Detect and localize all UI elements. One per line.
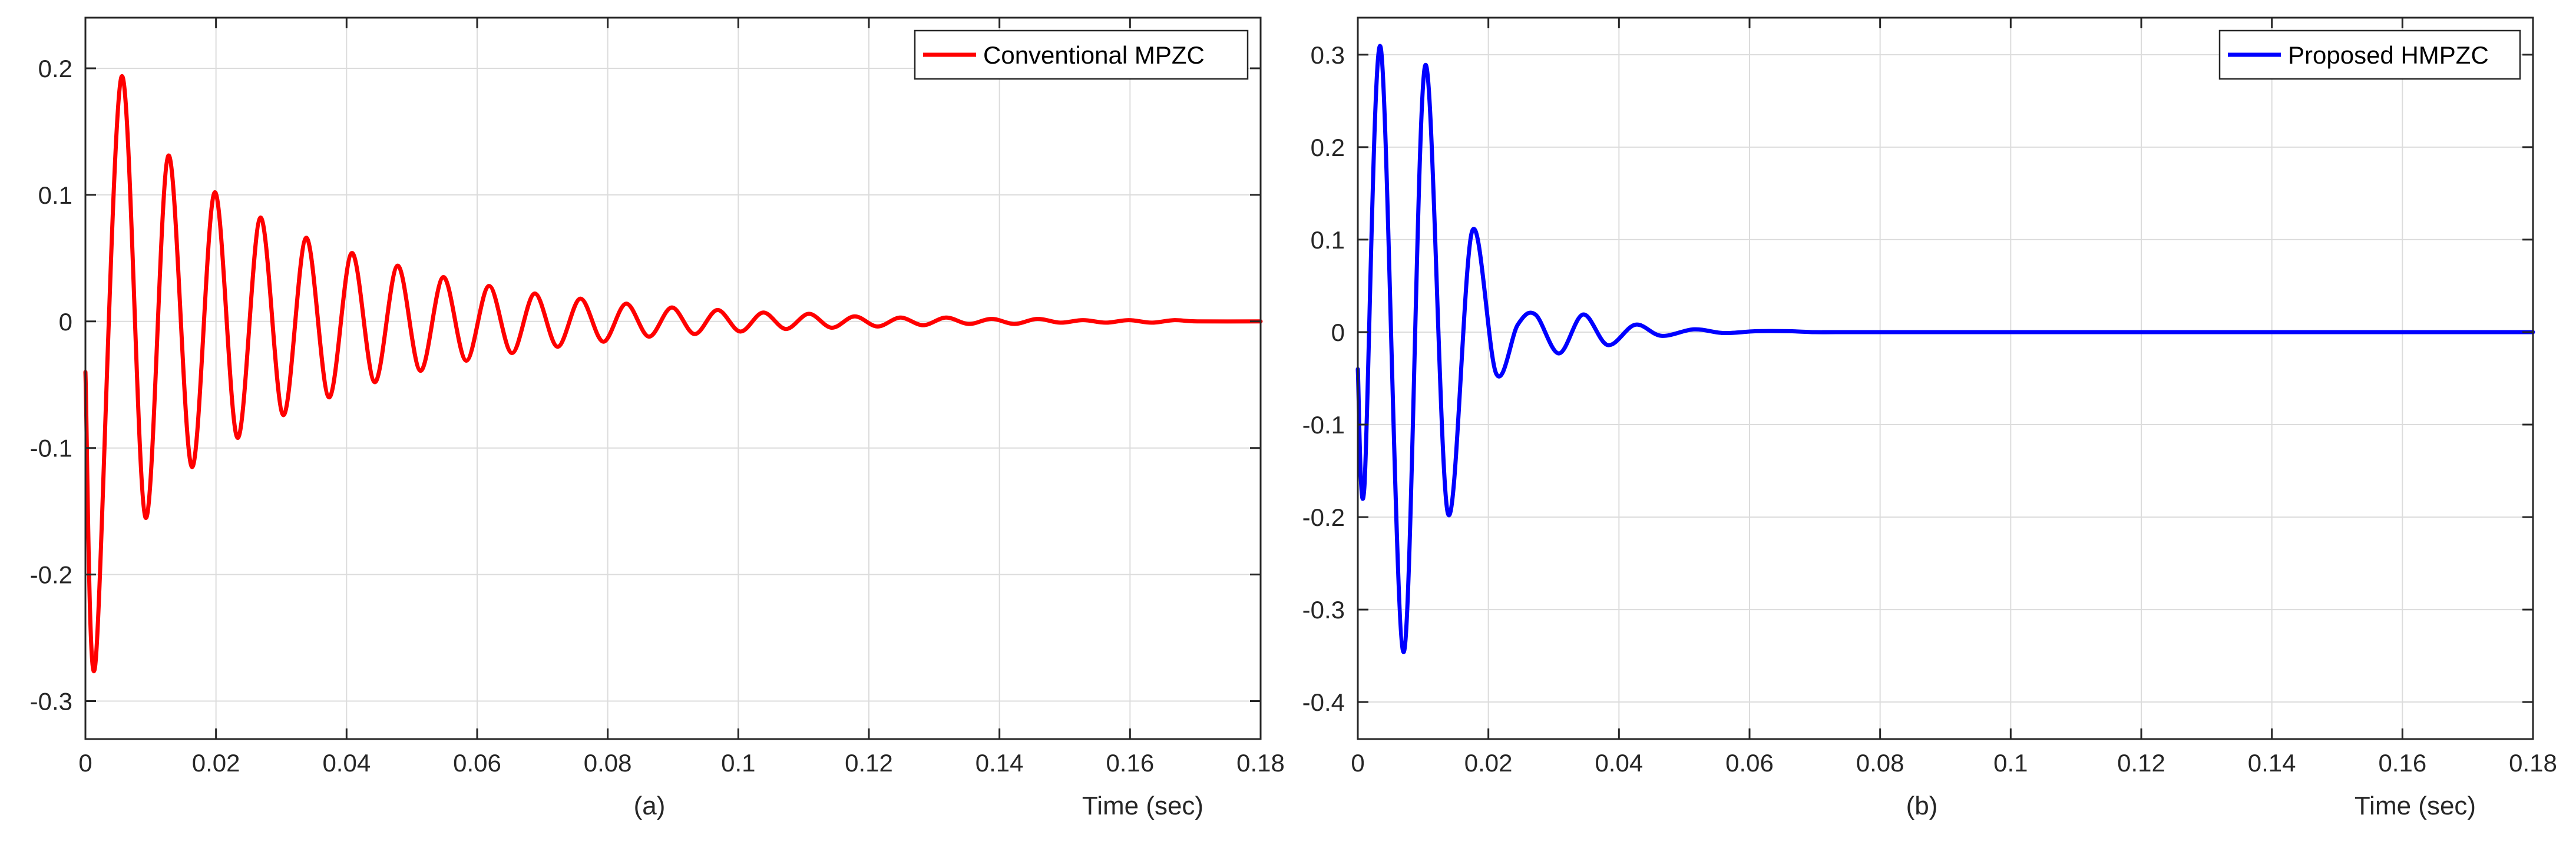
y-tick-label: 0.2: [1311, 134, 1345, 161]
y-tick-label: 0.1: [38, 181, 72, 209]
ticks-b: 0 0.02 0.04 0.06 0.08 0.1 0.12 0.14 0.16 0.18 -0.4…: [1302, 18, 2557, 777]
x-tick-label: 0.14: [975, 749, 1024, 777]
y-tick-label: -0.3: [30, 688, 72, 716]
axes-box-a: [84, 16, 1262, 740]
legend-entry-label: Proposed HMPZC: [2288, 41, 2489, 69]
y-tick-label: 0.3: [1311, 41, 1345, 69]
x-tick-label: 0.1: [721, 749, 755, 777]
x-tick-label: 0.04: [322, 749, 371, 777]
x-axis-label-a: Time (sec): [1082, 791, 1203, 820]
x-tick-label: 0.12: [845, 749, 893, 777]
x-tick-label: 0.04: [1595, 749, 1643, 777]
x-tick-label: 0.06: [453, 749, 501, 777]
y-tick-label: -0.1: [1302, 411, 1345, 439]
legend-entry-label: Conventional MPZC: [983, 41, 1205, 69]
x-tick-label: 0.16: [1106, 749, 1154, 777]
y-tick-label: -0.1: [30, 435, 72, 462]
ticks-a: 0 0.02 0.04 0.06 0.08 0.1 0.12 0.14 0.16 0.18 -0.3…: [30, 18, 1285, 777]
x-tick-label: 0: [78, 749, 92, 777]
legend-b[interactable]: Proposed HMPZC: [2218, 29, 2521, 80]
y-tick-label: 0: [59, 308, 72, 336]
y-tick-label: -0.4: [1302, 688, 1345, 716]
x-tick-label: 0.16: [2378, 749, 2426, 777]
series-line-a-0: [83, 74, 1263, 674]
x-tick-label: 0.02: [192, 749, 240, 777]
x-tick-label: 0.02: [1464, 749, 1513, 777]
x-axis-label-b: Time (sec): [2355, 791, 2476, 820]
y-tick-label: -0.2: [30, 561, 72, 589]
legend-a[interactable]: Conventional MPZC: [914, 29, 1249, 80]
panel-label-b: (b): [1906, 791, 1938, 820]
y-tick-label: 0.2: [38, 55, 72, 82]
y-tick-label: -0.3: [1302, 596, 1345, 624]
x-tick-label: 0.08: [584, 749, 632, 777]
x-tick-label: 0.14: [2248, 749, 2296, 777]
chart-panel-a: 0 0.02 0.04 0.06 0.08 0.1 0.12 0.14 0.16 0.18 -0.3…: [30, 16, 1285, 820]
x-tick-label: 0: [1351, 749, 1364, 777]
series-group-a: [83, 74, 1263, 674]
y-tick-label: -0.2: [1302, 504, 1345, 531]
series-group-b: [1355, 44, 2535, 654]
y-tick-label: 0.1: [1311, 226, 1345, 254]
x-tick-label: 0.18: [2509, 749, 2557, 777]
y-tick-label: 0: [1331, 319, 1345, 346]
chart-panel-b: 0 0.02 0.04 0.06 0.08 0.1 0.12 0.14 0.16 0.18 -0.4…: [1302, 16, 2557, 820]
x-tick-label: 0.12: [2117, 749, 2165, 777]
x-tick-label: 0.06: [1725, 749, 1774, 777]
series-line-b-0: [1355, 44, 2535, 654]
x-tick-label: 0.1: [1993, 749, 2028, 777]
panel-label-a: (a): [634, 791, 666, 820]
axes-box-b: [1357, 16, 2534, 740]
x-tick-label: 0.18: [1236, 749, 1285, 777]
x-tick-label: 0.08: [1856, 749, 1904, 777]
